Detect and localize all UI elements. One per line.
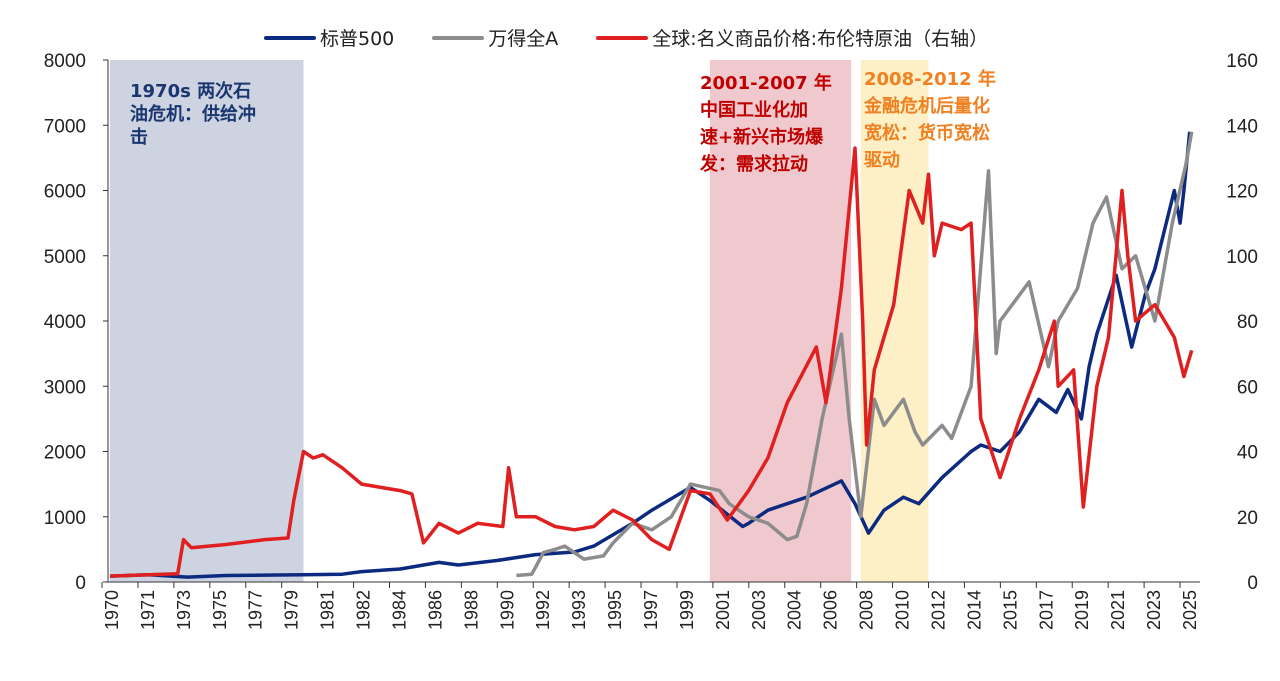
x-tick-label: 1979 [282, 590, 302, 630]
x-tick-label: 2006 [821, 590, 841, 630]
x-tick-label: 1999 [677, 590, 697, 630]
legend-label: 全球:名义商品价格:布伦特原油（右轴） [652, 28, 989, 50]
legend-label: 万得全A [488, 28, 559, 50]
x-tick-label: 2012 [928, 590, 948, 630]
legend: 标普500 万得全A 全球:名义商品价格:布伦特原油（右轴） [264, 24, 988, 51]
y-tick-label-right: 0 [1247, 573, 1258, 594]
legend-swatch [432, 35, 485, 40]
annotation-line: 2008-2012 年 [864, 69, 996, 90]
x-tick-label: 1984 [389, 590, 409, 630]
annotation-line: 宽松：货币宽松 [864, 123, 990, 144]
legend-label: 标普500 [320, 28, 395, 50]
x-tick-label: 1988 [461, 590, 481, 630]
annotation-line: 速+新兴市场爆 [700, 127, 824, 148]
shaded-period [709, 60, 852, 582]
shaded-period [860, 60, 929, 582]
y-tick-label-left: 8000 [44, 51, 86, 72]
annotation-line: 击 [130, 127, 148, 148]
x-tick-label: 1975 [210, 590, 230, 630]
series-line-sp500 [109, 131, 1192, 579]
annotation-line: 中国工业化加 [700, 100, 808, 121]
x-tick-label: 1973 [174, 590, 194, 630]
x-tick-label: 1986 [425, 590, 445, 630]
x-tick-label: 2004 [785, 590, 805, 630]
y-tick-label-right: 140 [1226, 116, 1258, 137]
annotation-line: 金融危机后量化 [864, 96, 990, 117]
x-tick-label: 2025 [1180, 590, 1200, 630]
series-line-wind-a [516, 131, 1194, 578]
x-tick-label: 2014 [964, 590, 984, 630]
annotation-qe: 2008-2012 年 金融危机后量化 宽松：货币宽松 驱动 [864, 66, 996, 174]
y-tick-label-right: 60 [1237, 377, 1258, 398]
y-tick-label-right: 40 [1237, 443, 1258, 464]
x-tick-label: 1970 [102, 590, 122, 630]
x-tick-label: 1995 [605, 590, 625, 630]
x-tick-label: 2003 [749, 590, 769, 630]
y-tick-label-left: 1000 [44, 508, 86, 529]
x-tick-label: 2001 [713, 590, 733, 630]
x-tick-label: 1993 [569, 590, 589, 630]
legend-item-sp500: 标普500 [264, 24, 394, 51]
y-tick-label-right: 160 [1226, 51, 1258, 72]
x-tick-label: 1990 [497, 590, 517, 630]
x-tick-label: 1997 [641, 590, 661, 630]
legend-item-brent: 全球:名义商品价格:布伦特原油（右轴） [596, 24, 988, 51]
legend-swatch [264, 35, 316, 40]
x-tick-label: 1982 [354, 590, 374, 630]
annotation-line: 2001-2007 年 [700, 73, 832, 94]
x-tick-label: 2008 [857, 590, 877, 630]
y-tick-label-left: 6000 [44, 182, 86, 203]
annotation-line: 1970s 两次石 [130, 81, 252, 102]
x-tick-label: 1992 [533, 590, 553, 630]
y-tick-label-right: 120 [1226, 182, 1258, 203]
x-tick-label: 1981 [318, 590, 338, 630]
legend-swatch [596, 35, 649, 40]
y-tick-label-right: 80 [1237, 312, 1258, 333]
y-tick-label-left: 3000 [44, 377, 86, 398]
x-tick-label: 2021 [1108, 590, 1128, 630]
x-tick-label: 2015 [1000, 590, 1020, 630]
y-tick-label-left: 5000 [44, 247, 86, 268]
y-tick-label-right: 100 [1226, 247, 1258, 268]
x-tick-label: 2010 [893, 590, 913, 630]
annotation-oil-crisis: 1970s 两次石 油危机：供给冲 击 [130, 80, 256, 149]
y-tick-label-left: 4000 [44, 312, 86, 333]
x-tick-label: 2019 [1072, 590, 1092, 630]
annotation-china-industrialization: 2001-2007 年 中国工业化加 速+新兴市场爆 发：需求拉动 [700, 70, 832, 178]
series-line-brent [109, 146, 1194, 578]
annotation-line: 发：需求拉动 [700, 154, 808, 175]
y-tick-label-left: 2000 [44, 443, 86, 464]
x-tick-label: 2017 [1036, 590, 1056, 630]
y-tick-label-left: 7000 [44, 116, 86, 137]
annotation-line: 油危机：供给冲 [130, 104, 256, 125]
legend-item-wind-a: 万得全A [432, 24, 558, 51]
x-tick-label: 1971 [138, 590, 158, 630]
y-tick-label-left: 0 [75, 573, 86, 594]
x-tick-label: 2023 [1144, 590, 1164, 630]
shaded-period [110, 60, 304, 582]
annotation-line: 驱动 [864, 150, 900, 171]
x-tick-label: 1977 [246, 590, 266, 630]
y-tick-label-right: 20 [1237, 508, 1258, 529]
